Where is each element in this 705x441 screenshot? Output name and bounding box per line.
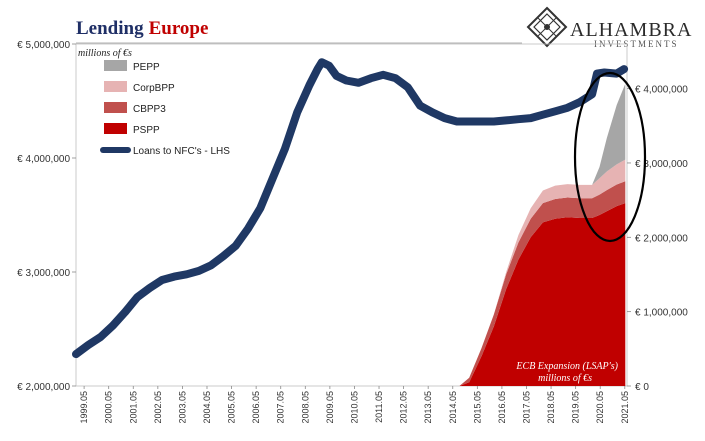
plot-area: € 2,000,000 € 3,000,000 € 4,000,000 € 5,000… (17, 40, 688, 424)
legend-swatch-pspp (104, 123, 127, 134)
x-tick-label: 2021.05 (620, 391, 630, 424)
x-tick-label: 2009.05 (325, 391, 335, 424)
x-tick-label: 2016.05 (497, 391, 507, 424)
x-tick-label: 2006.05 (251, 391, 261, 424)
chart-title: Lending Europe (76, 18, 208, 39)
x-tick-label: 2018.05 (546, 391, 556, 424)
right-tick-label: € 2,000,000 (635, 233, 688, 244)
right-tick-label: € 4,000,000 (635, 85, 688, 96)
logo-name: ALHAMBRA (570, 19, 692, 41)
x-tick-label: 2015.05 (472, 391, 482, 424)
right-tick-label: € 0 (635, 382, 649, 393)
area-pspp (459, 203, 626, 386)
logo-emblem-icon (526, 6, 568, 48)
x-tick-label: 2011.05 (374, 391, 384, 423)
logo-sub: INVESTMENTS (594, 39, 679, 49)
x-tick-label: 2020.05 (595, 391, 605, 424)
x-tick-label: 2007.05 (276, 391, 286, 424)
annotation-line2: millions of €s (538, 373, 592, 384)
highlight-ellipse (573, 71, 647, 243)
area-corpbpp (459, 159, 626, 386)
plot-frame (75, 43, 628, 387)
x-tick-label: 2005.05 (227, 391, 237, 424)
legend-swatch-pepp (104, 60, 127, 71)
x-tick-label: 2017.05 (521, 391, 531, 424)
x-tick-label: 2001.05 (128, 391, 138, 424)
x-tick-label: 2012.05 (399, 391, 409, 424)
area-cbpp3 (459, 181, 626, 386)
x-tick-label: 2000.05 (104, 391, 114, 424)
x-tick-label: 2002.05 (153, 391, 163, 424)
left-tick-label: € 5,000,000 (17, 40, 70, 51)
x-tick-label: 2010.05 (349, 391, 359, 424)
legend-label-loans: Loans to NFC's - LHS (133, 146, 230, 157)
x-tick-label: 2008.05 (300, 391, 310, 424)
legend-swatch-corpbpp (104, 81, 127, 92)
left-tick-label: € 3,000,000 (17, 268, 70, 279)
legend-swatch-cbpp3 (104, 102, 127, 113)
right-tick-label: € 3,000,000 (635, 159, 688, 170)
legend: PEPP CorpBPP CBPP3 PSPP Loans to NFC's - LHS (100, 60, 230, 157)
right-tick-label: € 1,000,000 (635, 308, 688, 319)
x-tick-label: 2003.05 (177, 391, 187, 424)
logo: ALHAMBRA INVESTMENTS (526, 6, 692, 49)
x-tick-label: 2019.05 (571, 391, 581, 424)
left-tick-label: € 4,000,000 (17, 154, 70, 165)
legend-label-pspp: PSPP (133, 125, 160, 136)
title-lending: Lending (76, 18, 144, 39)
legend-label-corpbpp: CorpBPP (133, 83, 175, 94)
x-tick-label: 2013.05 (423, 391, 433, 424)
x-tick-label: 1999.05 (79, 391, 89, 424)
x-tick-label: 2004.05 (202, 391, 212, 424)
annotation-line1: ECB Expansion (LSAP's) (515, 361, 618, 372)
title-europe: Europe (149, 18, 209, 39)
legend-label-cbpp3: CBPP3 (133, 104, 166, 115)
line-loans-to-nfcs (72, 58, 629, 359)
legend-label-pepp: PEPP (133, 62, 160, 73)
x-tick-label: 2014.05 (448, 391, 458, 424)
units-label: millions of €s (78, 48, 132, 59)
left-tick-label: € 2,000,000 (17, 382, 70, 393)
